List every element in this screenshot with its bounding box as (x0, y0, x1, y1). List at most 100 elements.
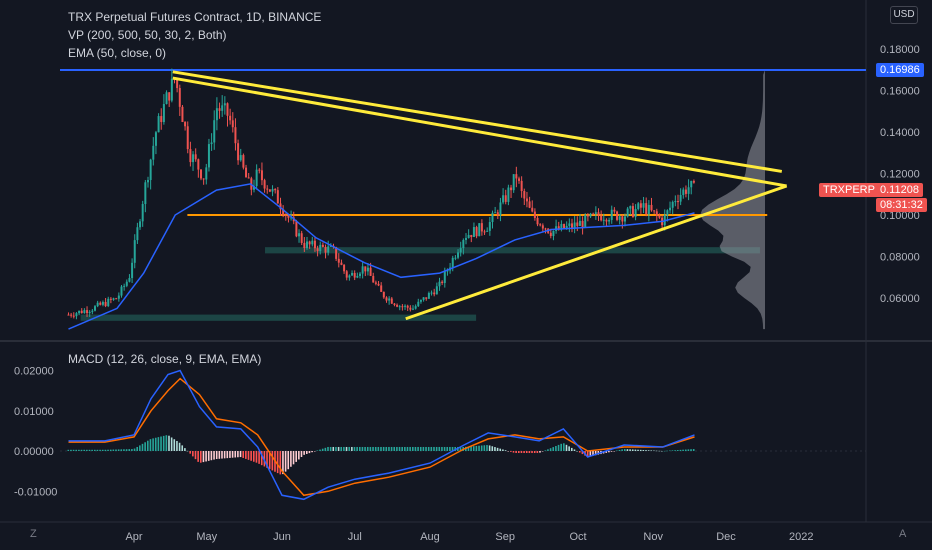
support-zone (80, 314, 477, 321)
macd-tick-label: 0.00000 (14, 446, 54, 458)
macd-indicator-label[interactable]: MACD (12, 26, close, 9, EMA, EMA) (68, 352, 262, 366)
macd-histogram-bar (170, 437, 173, 451)
macd-histogram-bar (136, 446, 138, 451)
candle-down (531, 207, 534, 212)
macd-histogram-bar (369, 446, 372, 451)
candle-down (276, 190, 279, 204)
candle-up (327, 246, 330, 253)
candle-down (99, 302, 102, 305)
auto-scale-button[interactable]: A (899, 528, 907, 540)
price-tick-label: 0.14000 (880, 127, 920, 139)
timezone-z-button[interactable]: Z (30, 528, 37, 540)
macd-histogram-bar (385, 446, 388, 451)
macd-histogram-bar (629, 449, 631, 451)
macd-histogram-bar (666, 450, 668, 452)
macd-histogram-bar (70, 449, 72, 451)
candle-up (671, 201, 674, 208)
macd-histogram-bar (398, 446, 401, 451)
candle-up (690, 180, 693, 188)
candle-up (462, 239, 465, 249)
candle-up (642, 203, 645, 208)
candle-up (419, 299, 422, 302)
macd-histogram-bar (237, 451, 239, 458)
candle-up (125, 281, 128, 286)
macd-histogram-bar (213, 451, 215, 460)
candle-down (86, 310, 89, 314)
macd-histogram-bar (618, 449, 621, 451)
macd-histogram-bar (221, 451, 223, 459)
macd-histogram-bar (496, 447, 499, 451)
candle-down (520, 180, 523, 192)
macd-histogram-bar (197, 451, 199, 462)
candle-down (605, 219, 608, 222)
candle-up (618, 216, 621, 220)
macd-legend: MACD (12, 26, close, 9, EMA, EMA) (68, 350, 261, 368)
candle-down (396, 304, 399, 307)
candle-down (655, 211, 658, 216)
candle-down (374, 282, 377, 284)
candle-down (324, 246, 327, 253)
candle-up (682, 189, 685, 196)
candle-down (581, 220, 584, 228)
candle-up (404, 305, 407, 307)
candle-up (146, 180, 149, 183)
macd-tick-label: 0.02000 (14, 366, 54, 378)
time-tick-label: Oct (569, 531, 586, 543)
macd-histogram-bar (616, 450, 618, 452)
candle-up (666, 210, 669, 216)
candle-down (692, 180, 695, 183)
macd-tick-label: -0.01000 (14, 486, 57, 498)
candle-up (467, 234, 470, 238)
macd-histogram-bar (104, 449, 107, 451)
macd-histogram-bar (88, 449, 91, 451)
macd-line (68, 369, 695, 501)
macd-histogram-bar (107, 449, 109, 451)
macd-histogram-bar (533, 451, 536, 454)
macd-histogram-bar (366, 446, 369, 451)
macd-histogram-bar (578, 451, 581, 453)
macd-histogram-bar (351, 446, 353, 451)
candle-down (676, 201, 679, 203)
candle-up (213, 120, 216, 143)
macd-histogram-bar (115, 449, 117, 451)
candle-up (679, 195, 682, 202)
candle-down (393, 303, 396, 305)
macd-histogram-bar (568, 446, 570, 451)
candle-up (144, 182, 147, 205)
macd-histogram-bar (308, 451, 311, 454)
candle-down (247, 177, 250, 179)
candle-down (300, 233, 303, 243)
candle-down (616, 211, 619, 220)
macd-histogram-bar (390, 446, 393, 451)
candle-down (313, 240, 316, 249)
candle-up (491, 212, 494, 223)
price-tick-label: 0.16000 (880, 86, 920, 98)
candle-down (475, 227, 478, 237)
macd-histogram-bar (459, 446, 462, 451)
ema-indicator-label[interactable]: EMA (50, close, 0) (68, 46, 167, 60)
candle-up (149, 159, 152, 181)
time-tick-label: Jun (273, 531, 291, 543)
macd-signal-line (68, 377, 695, 497)
macd-histogram-bar (176, 440, 178, 451)
candle-down (639, 203, 642, 208)
macd-histogram-bar (504, 450, 507, 451)
candle-up (96, 302, 99, 307)
candle-down (80, 310, 83, 314)
candle-up (459, 248, 462, 253)
macd-histogram-bar (173, 439, 176, 451)
currency-button[interactable]: USD (890, 6, 918, 24)
volume-profile (700, 69, 765, 330)
candle-down (523, 191, 526, 199)
macd-histogram-bar (364, 446, 366, 451)
candle-up (446, 270, 449, 272)
chart-legend: TRX Perpetual Futures Contract, 1D, BINA… (68, 8, 321, 62)
candle-up (139, 221, 142, 228)
candle-up (252, 186, 255, 190)
vp-indicator-label[interactable]: VP (200, 500, 50, 30, 2, Both) (68, 28, 227, 42)
macd-histogram-bar (327, 446, 329, 451)
macd-histogram-bar (623, 449, 626, 451)
macd-histogram-bar (488, 445, 491, 451)
candle-down (72, 315, 75, 317)
